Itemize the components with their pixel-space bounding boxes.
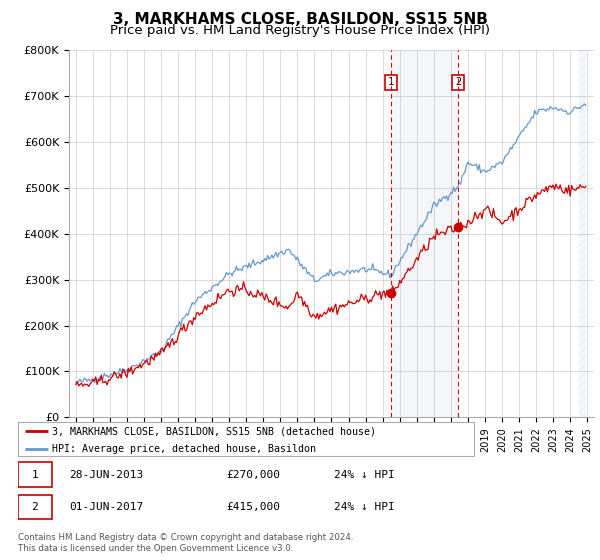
Text: 2: 2: [455, 77, 461, 87]
Text: HPI: Average price, detached house, Basildon: HPI: Average price, detached house, Basi…: [52, 444, 316, 454]
Text: 1: 1: [388, 77, 394, 87]
Text: 24% ↓ HPI: 24% ↓ HPI: [334, 502, 395, 512]
Text: 24% ↓ HPI: 24% ↓ HPI: [334, 470, 395, 480]
FancyBboxPatch shape: [18, 494, 52, 519]
Text: 3, MARKHAMS CLOSE, BASILDON, SS15 5NB: 3, MARKHAMS CLOSE, BASILDON, SS15 5NB: [113, 12, 487, 27]
Text: Price paid vs. HM Land Registry's House Price Index (HPI): Price paid vs. HM Land Registry's House …: [110, 24, 490, 36]
Text: 3, MARKHAMS CLOSE, BASILDON, SS15 5NB (detached house): 3, MARKHAMS CLOSE, BASILDON, SS15 5NB (d…: [52, 426, 376, 436]
FancyBboxPatch shape: [18, 463, 52, 487]
Text: 28-JUN-2013: 28-JUN-2013: [69, 470, 143, 480]
FancyBboxPatch shape: [18, 422, 474, 456]
Text: 2: 2: [32, 502, 38, 512]
Text: Contains HM Land Registry data © Crown copyright and database right 2024.
This d: Contains HM Land Registry data © Crown c…: [18, 533, 353, 553]
Text: £415,000: £415,000: [227, 502, 281, 512]
Text: 01-JUN-2017: 01-JUN-2017: [69, 502, 143, 512]
Text: 1: 1: [32, 470, 38, 480]
Text: £270,000: £270,000: [227, 470, 281, 480]
Bar: [391, 50, 458, 417]
